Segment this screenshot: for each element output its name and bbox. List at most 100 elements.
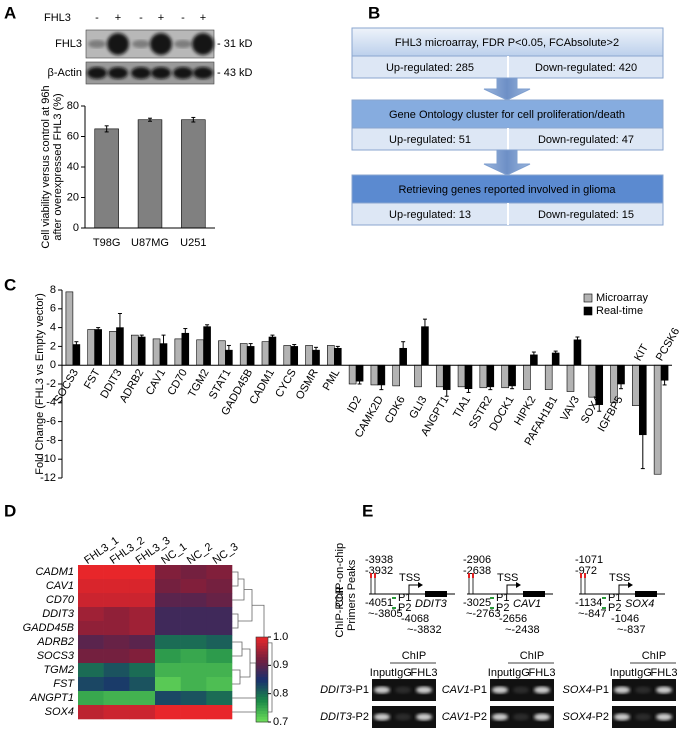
peak-label: -1071 bbox=[575, 554, 603, 566]
legend-label: Microarray bbox=[596, 292, 648, 304]
heat-cell bbox=[78, 621, 104, 636]
x-tick-label: T98G bbox=[93, 237, 121, 249]
primer-name: P2 bbox=[398, 602, 411, 614]
peak-tip bbox=[370, 573, 372, 578]
primer-pos: -1046 bbox=[611, 613, 639, 625]
gel-row-gene: CAV1 bbox=[442, 684, 470, 696]
heat-cell bbox=[180, 635, 207, 650]
colorbar-step bbox=[256, 642, 268, 646]
blot-band bbox=[174, 40, 192, 48]
gel-header: ChIP bbox=[642, 650, 666, 662]
heat-cell bbox=[155, 565, 181, 580]
row-label: CADM1 bbox=[35, 566, 74, 578]
gel-row-gene: SOX4 bbox=[563, 711, 592, 723]
step-up: Up-regulated: 13 bbox=[389, 209, 471, 221]
lane-label: FHL3 bbox=[651, 667, 678, 679]
colorbar-label: 1.0 bbox=[273, 631, 288, 643]
colorbar-step bbox=[256, 645, 268, 649]
x-tick-label: OSMR bbox=[294, 367, 321, 402]
step-box bbox=[351, 174, 664, 204]
y-tick-label: 2 bbox=[50, 340, 56, 352]
lane-label: + bbox=[115, 12, 121, 24]
bar bbox=[327, 345, 335, 366]
gel-band bbox=[395, 713, 411, 721]
heat-cell bbox=[129, 607, 156, 622]
heat-cell bbox=[155, 649, 181, 664]
bar bbox=[94, 128, 119, 229]
lane-label: IgG bbox=[512, 667, 530, 679]
lane-label: Input bbox=[488, 667, 512, 679]
heat-cell bbox=[155, 607, 181, 622]
colorbar-step bbox=[256, 679, 268, 683]
primer-pos: ~-3832 bbox=[407, 624, 442, 636]
bar bbox=[196, 339, 204, 366]
row-label: SOCS3 bbox=[37, 650, 75, 662]
panel-label: C bbox=[4, 275, 16, 294]
gel-row-primer: -P2 bbox=[470, 711, 487, 723]
heat-cell bbox=[78, 593, 104, 608]
blot-band bbox=[192, 33, 214, 55]
colorbar-step bbox=[256, 716, 268, 720]
heat-cell bbox=[206, 691, 233, 706]
peak-label: -2638 bbox=[463, 565, 491, 577]
peak-tip bbox=[584, 573, 586, 578]
gel-header: ChIP bbox=[402, 650, 426, 662]
tss-arrow bbox=[506, 584, 517, 594]
heat-cell bbox=[206, 649, 233, 664]
colorbar-step bbox=[256, 705, 268, 709]
bar bbox=[457, 364, 466, 388]
bar bbox=[632, 364, 640, 406]
tss-arrowhead bbox=[418, 582, 423, 588]
colorbar-step bbox=[256, 688, 268, 692]
dendrogram bbox=[232, 571, 239, 587]
y-tick-label: 40 bbox=[67, 161, 79, 173]
dendrogram bbox=[232, 613, 239, 629]
panel-label: D bbox=[4, 501, 16, 520]
y-tick-label: -12 bbox=[40, 472, 56, 484]
step-title: Gene Ontology cluster for cell prolifera… bbox=[389, 109, 625, 121]
bar bbox=[268, 336, 277, 366]
lane-label: - bbox=[139, 12, 143, 24]
gel-band bbox=[416, 686, 432, 694]
heat-cell bbox=[103, 593, 130, 608]
step-up: Up-regulated: 285 bbox=[386, 62, 474, 74]
blot-band bbox=[151, 67, 171, 79]
row-label: ANGPT1 bbox=[29, 692, 74, 704]
step-down: Down-regulated: 47 bbox=[538, 134, 634, 146]
primer-pos: -4051 bbox=[365, 597, 393, 609]
lane-label: IgG bbox=[394, 667, 412, 679]
y-tick-label: 80 bbox=[67, 100, 79, 112]
legend-swatch bbox=[583, 306, 593, 316]
heat-cell bbox=[78, 677, 104, 692]
y-tick-label: -8 bbox=[46, 434, 56, 446]
colorbar-step bbox=[256, 713, 268, 717]
dendrogram bbox=[232, 641, 243, 657]
y-axis-label: after overexpressed FHL3 (%) bbox=[52, 93, 64, 240]
y-tick-label: -10 bbox=[40, 453, 56, 465]
bar bbox=[239, 343, 248, 366]
step-down: Down-regulated: 15 bbox=[538, 209, 634, 221]
lane-label: FHL3 bbox=[529, 667, 556, 679]
blot-band bbox=[131, 67, 151, 79]
bar bbox=[566, 364, 575, 392]
tss-label: TSS bbox=[399, 572, 420, 584]
x-tick-label: ID2 bbox=[345, 394, 364, 415]
heat-cell bbox=[180, 705, 207, 720]
colorbar-step bbox=[256, 671, 268, 675]
colorbar-step bbox=[256, 699, 268, 703]
gel-band bbox=[534, 686, 550, 694]
panel-label: E bbox=[362, 501, 373, 520]
heat-cell bbox=[155, 635, 181, 650]
heat-cell bbox=[129, 677, 156, 692]
gel-band bbox=[635, 686, 651, 694]
bar bbox=[435, 364, 444, 388]
heat-cell bbox=[180, 593, 207, 608]
bar bbox=[94, 329, 102, 366]
gel-row-gene: SOX4 bbox=[563, 684, 592, 696]
peak-tip bbox=[580, 573, 582, 578]
step-box bbox=[351, 27, 664, 57]
heat-cell bbox=[180, 691, 207, 706]
heat-cell bbox=[129, 691, 156, 706]
gene-label: SOX4 bbox=[625, 598, 654, 610]
x-tick-label: TIA1 bbox=[451, 394, 473, 420]
